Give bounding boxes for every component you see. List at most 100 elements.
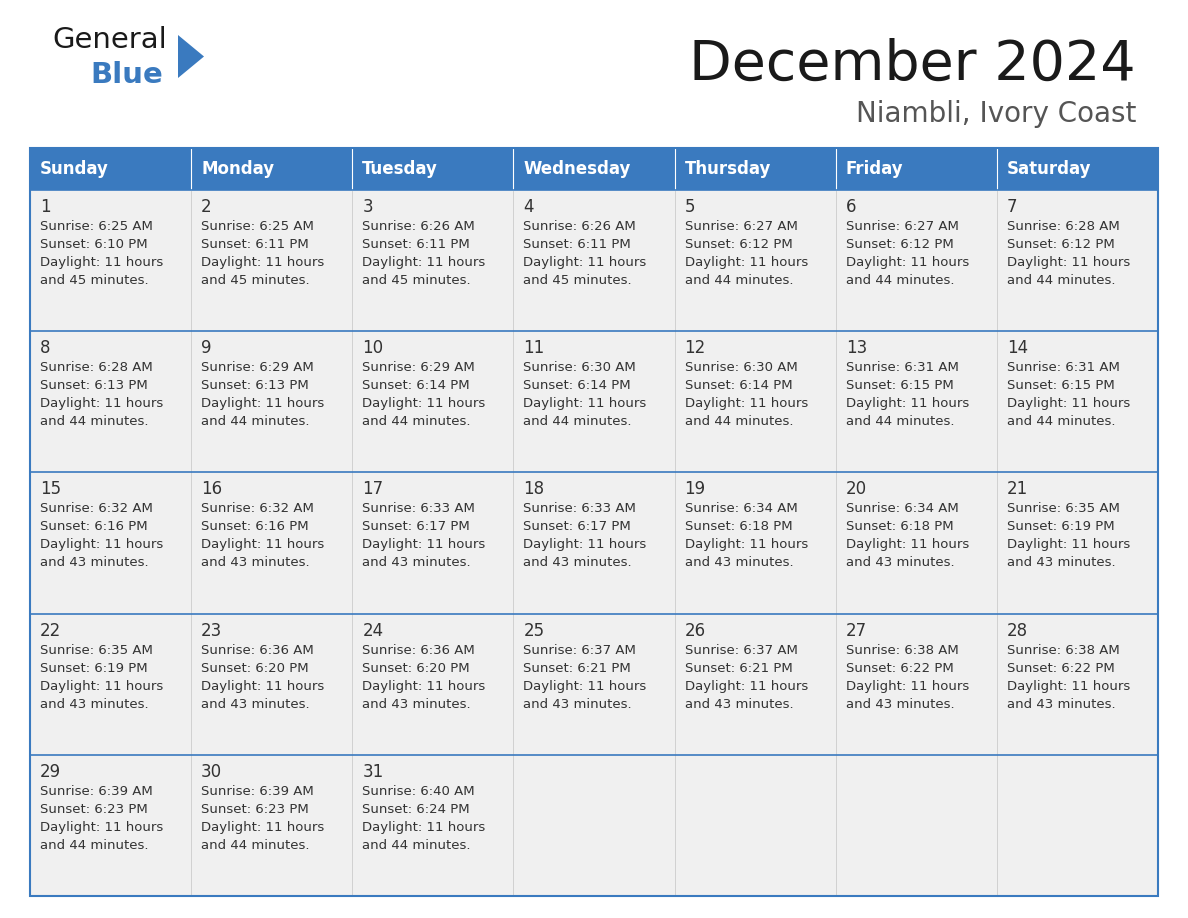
Text: 11: 11 bbox=[524, 339, 544, 357]
Text: 27: 27 bbox=[846, 621, 867, 640]
Text: Sunrise: 6:37 AM: Sunrise: 6:37 AM bbox=[684, 644, 797, 656]
Text: General: General bbox=[52, 26, 166, 54]
Text: and 44 minutes.: and 44 minutes. bbox=[1007, 415, 1116, 428]
Text: Sunset: 6:18 PM: Sunset: 6:18 PM bbox=[684, 521, 792, 533]
Text: Daylight: 11 hours: Daylight: 11 hours bbox=[201, 679, 324, 692]
Text: Sunset: 6:12 PM: Sunset: 6:12 PM bbox=[1007, 238, 1114, 251]
Text: Sunset: 6:23 PM: Sunset: 6:23 PM bbox=[201, 803, 309, 816]
Text: Sunset: 6:11 PM: Sunset: 6:11 PM bbox=[201, 238, 309, 251]
Text: Sunrise: 6:26 AM: Sunrise: 6:26 AM bbox=[524, 220, 637, 233]
Text: Sunrise: 6:27 AM: Sunrise: 6:27 AM bbox=[684, 220, 797, 233]
Text: Sunrise: 6:40 AM: Sunrise: 6:40 AM bbox=[362, 785, 475, 798]
Bar bbox=[997, 190, 1158, 331]
Text: Sunset: 6:21 PM: Sunset: 6:21 PM bbox=[684, 662, 792, 675]
Text: and 45 minutes.: and 45 minutes. bbox=[362, 274, 470, 287]
Text: Daylight: 11 hours: Daylight: 11 hours bbox=[684, 538, 808, 552]
Text: and 43 minutes.: and 43 minutes. bbox=[524, 556, 632, 569]
Bar bbox=[675, 331, 835, 473]
Text: 25: 25 bbox=[524, 621, 544, 640]
Text: Daylight: 11 hours: Daylight: 11 hours bbox=[201, 256, 324, 269]
Bar bbox=[191, 190, 353, 331]
Text: 6: 6 bbox=[846, 198, 857, 216]
Bar bbox=[353, 755, 513, 896]
Text: Daylight: 11 hours: Daylight: 11 hours bbox=[846, 256, 969, 269]
Text: and 44 minutes.: and 44 minutes. bbox=[846, 415, 954, 428]
Text: Monday: Monday bbox=[201, 160, 274, 178]
Text: 30: 30 bbox=[201, 763, 222, 781]
Text: Saturday: Saturday bbox=[1007, 160, 1092, 178]
Bar bbox=[353, 473, 513, 613]
Text: Sunset: 6:16 PM: Sunset: 6:16 PM bbox=[201, 521, 309, 533]
Text: Sunrise: 6:36 AM: Sunrise: 6:36 AM bbox=[201, 644, 314, 656]
Text: and 44 minutes.: and 44 minutes. bbox=[362, 415, 470, 428]
Text: Daylight: 11 hours: Daylight: 11 hours bbox=[362, 256, 486, 269]
Bar bbox=[30, 331, 191, 473]
Bar bbox=[30, 148, 1158, 896]
Bar bbox=[30, 148, 1158, 190]
Text: Sunrise: 6:35 AM: Sunrise: 6:35 AM bbox=[1007, 502, 1120, 515]
Text: and 44 minutes.: and 44 minutes. bbox=[684, 415, 794, 428]
Text: and 43 minutes.: and 43 minutes. bbox=[362, 698, 470, 711]
Text: 15: 15 bbox=[40, 480, 61, 498]
Text: Daylight: 11 hours: Daylight: 11 hours bbox=[846, 679, 969, 692]
Text: 10: 10 bbox=[362, 339, 384, 357]
Text: 28: 28 bbox=[1007, 621, 1028, 640]
Text: 20: 20 bbox=[846, 480, 867, 498]
Text: 21: 21 bbox=[1007, 480, 1028, 498]
Text: Sunset: 6:24 PM: Sunset: 6:24 PM bbox=[362, 803, 470, 816]
Text: 14: 14 bbox=[1007, 339, 1028, 357]
Text: and 43 minutes.: and 43 minutes. bbox=[201, 698, 310, 711]
Text: Sunset: 6:18 PM: Sunset: 6:18 PM bbox=[846, 521, 953, 533]
Text: Sunrise: 6:39 AM: Sunrise: 6:39 AM bbox=[201, 785, 314, 798]
Text: Daylight: 11 hours: Daylight: 11 hours bbox=[1007, 679, 1130, 692]
Bar bbox=[353, 331, 513, 473]
Text: Sunrise: 6:34 AM: Sunrise: 6:34 AM bbox=[684, 502, 797, 515]
Text: Daylight: 11 hours: Daylight: 11 hours bbox=[846, 538, 969, 552]
Bar bbox=[30, 190, 191, 331]
Text: 5: 5 bbox=[684, 198, 695, 216]
Text: Sunset: 6:13 PM: Sunset: 6:13 PM bbox=[201, 379, 309, 392]
Text: and 44 minutes.: and 44 minutes. bbox=[684, 274, 794, 287]
Text: Sunrise: 6:36 AM: Sunrise: 6:36 AM bbox=[362, 644, 475, 656]
Text: Sunset: 6:11 PM: Sunset: 6:11 PM bbox=[524, 238, 631, 251]
Text: 3: 3 bbox=[362, 198, 373, 216]
Text: Sunrise: 6:33 AM: Sunrise: 6:33 AM bbox=[524, 502, 637, 515]
Text: Daylight: 11 hours: Daylight: 11 hours bbox=[524, 538, 646, 552]
Text: Daylight: 11 hours: Daylight: 11 hours bbox=[40, 679, 163, 692]
Text: Sunrise: 6:39 AM: Sunrise: 6:39 AM bbox=[40, 785, 153, 798]
Bar bbox=[835, 755, 997, 896]
Text: 13: 13 bbox=[846, 339, 867, 357]
Bar bbox=[835, 613, 997, 755]
Text: 8: 8 bbox=[40, 339, 51, 357]
Bar bbox=[191, 473, 353, 613]
Text: 16: 16 bbox=[201, 480, 222, 498]
Text: Sunset: 6:19 PM: Sunset: 6:19 PM bbox=[40, 662, 147, 675]
Text: December 2024: December 2024 bbox=[689, 38, 1136, 92]
Text: 31: 31 bbox=[362, 763, 384, 781]
Text: Sunrise: 6:32 AM: Sunrise: 6:32 AM bbox=[201, 502, 314, 515]
Bar bbox=[191, 331, 353, 473]
Text: and 43 minutes.: and 43 minutes. bbox=[40, 556, 148, 569]
Text: Daylight: 11 hours: Daylight: 11 hours bbox=[524, 679, 646, 692]
Text: and 43 minutes.: and 43 minutes. bbox=[684, 556, 794, 569]
Text: Sunrise: 6:27 AM: Sunrise: 6:27 AM bbox=[846, 220, 959, 233]
Polygon shape bbox=[178, 35, 204, 78]
Text: 7: 7 bbox=[1007, 198, 1017, 216]
Text: Daylight: 11 hours: Daylight: 11 hours bbox=[40, 538, 163, 552]
Text: 29: 29 bbox=[40, 763, 61, 781]
Text: Daylight: 11 hours: Daylight: 11 hours bbox=[40, 256, 163, 269]
Text: Sunset: 6:15 PM: Sunset: 6:15 PM bbox=[846, 379, 954, 392]
Bar bbox=[191, 755, 353, 896]
Text: Tuesday: Tuesday bbox=[362, 160, 438, 178]
Text: Daylight: 11 hours: Daylight: 11 hours bbox=[362, 538, 486, 552]
Text: Sunday: Sunday bbox=[40, 160, 109, 178]
Text: and 45 minutes.: and 45 minutes. bbox=[524, 274, 632, 287]
Text: 2: 2 bbox=[201, 198, 211, 216]
Text: Thursday: Thursday bbox=[684, 160, 771, 178]
Text: 22: 22 bbox=[40, 621, 62, 640]
Text: Daylight: 11 hours: Daylight: 11 hours bbox=[524, 397, 646, 410]
Text: Sunset: 6:13 PM: Sunset: 6:13 PM bbox=[40, 379, 147, 392]
Text: Daylight: 11 hours: Daylight: 11 hours bbox=[362, 821, 486, 834]
Text: and 44 minutes.: and 44 minutes. bbox=[362, 839, 470, 852]
Text: and 44 minutes.: and 44 minutes. bbox=[846, 274, 954, 287]
